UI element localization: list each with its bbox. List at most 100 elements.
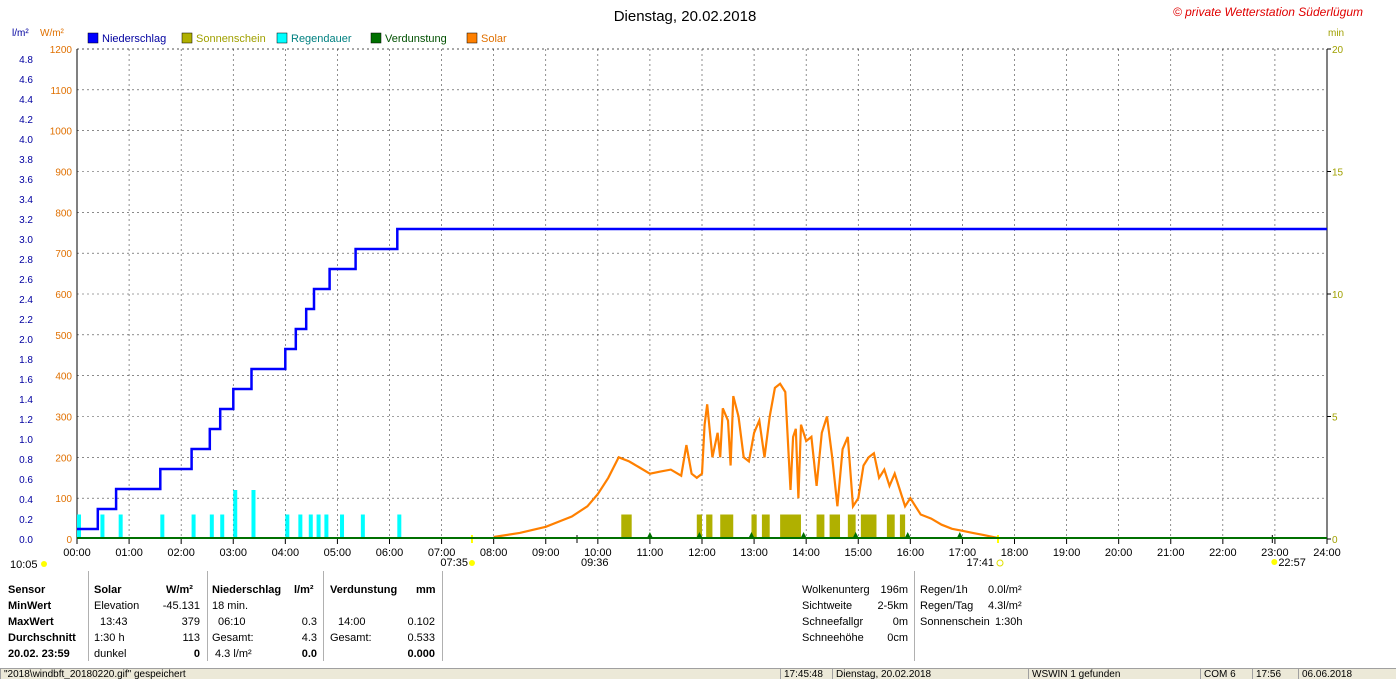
- legend-label-4: Solar: [481, 33, 507, 45]
- y2-tick-12: 1200: [50, 45, 73, 56]
- regendauer-bar-1: [100, 514, 105, 539]
- right-unit: min: [1328, 28, 1344, 39]
- y1-tick-1: 0.2: [19, 515, 33, 526]
- x-tick-22: 22:00: [1209, 547, 1237, 559]
- niederschlag-row-0-a: 18 min.: [212, 600, 249, 612]
- regendauer-bar-14: [340, 514, 345, 539]
- grid: [77, 48, 1327, 539]
- regendauer-bar-15: [360, 514, 365, 539]
- regendauer-bar-2: [118, 514, 123, 539]
- weather-0-label: Wolkenunterg: [802, 584, 870, 596]
- y1-tick-12: 2.4: [19, 295, 33, 306]
- marker-sunrise-sun: [468, 560, 475, 566]
- status-time2: 17:56: [1252, 669, 1296, 679]
- y1-tick-15: 3.0: [19, 235, 33, 246]
- sonnenschein-block-1: [696, 514, 702, 539]
- legend-swatch-3: [370, 32, 382, 44]
- chart-marks: [77, 227, 1327, 540]
- solar-row-0-b: -45.131: [162, 600, 200, 612]
- y1-tick-0: 0.0: [19, 535, 33, 546]
- marker-sunrise-label: 07:35: [440, 557, 468, 569]
- y2-tick-10: 1000: [50, 127, 73, 138]
- rain-2-value: 1:30h: [995, 616, 1023, 628]
- legend-swatch-4: [466, 32, 478, 44]
- weather-3-label: Schneehöhe: [802, 632, 864, 644]
- sensor-row-1: MaxWert: [8, 616, 54, 628]
- x-tick-14: 14:00: [792, 547, 820, 559]
- y2-tick-9: 900: [55, 168, 72, 179]
- verdunstung-marker-6: [956, 532, 963, 538]
- x-tick-12: 12:00: [688, 547, 716, 559]
- y2-tick-11: 1100: [50, 86, 72, 97]
- rain-0-value: 0.0l/m²: [988, 584, 1022, 596]
- y1-tick-3: 0.6: [19, 475, 33, 486]
- verdunstung-marker-1: [696, 532, 703, 538]
- y1-tick-6: 1.2: [19, 415, 33, 426]
- sonnenschein-block-8: [829, 514, 841, 539]
- x-tick-1: 01:00: [115, 547, 143, 559]
- y2-tick-4: 400: [55, 372, 72, 383]
- x-tick-9: 09:00: [532, 547, 560, 559]
- solar-header: Solar: [94, 584, 122, 596]
- weather-0-value: 196m: [880, 584, 908, 596]
- verdunstung-row-1-b: 0.102: [407, 616, 435, 628]
- rain-0-label: Regen/1h: [920, 584, 968, 596]
- verdunstung-marker-5: [904, 532, 911, 538]
- y2-tick-1: 100: [55, 494, 72, 505]
- x-tick-17: 17:00: [949, 547, 977, 559]
- y1-tick-9: 1.8: [19, 355, 33, 366]
- regendauer-bar-3: [160, 514, 165, 539]
- weather-1-label: Sichtweite: [802, 600, 853, 612]
- sensor-header: Sensor: [8, 584, 46, 596]
- x-tick-16: 16:00: [897, 547, 925, 559]
- x-tick-20: 20:00: [1105, 547, 1133, 559]
- regendauer-bar-10: [298, 514, 303, 539]
- y1-tick-19: 3.8: [19, 155, 33, 166]
- x-tick-8: 08:00: [480, 547, 508, 559]
- y1-tick-21: 4.2: [19, 115, 33, 126]
- marker-sunset-sun: [996, 559, 1004, 567]
- solar-line: [493, 382, 1000, 540]
- sonnenschein-block-10: [860, 514, 877, 539]
- sonnenschein-block-0: [621, 514, 632, 539]
- rain-2-label: Sonnenschein: [920, 616, 990, 628]
- copyright-label: © private Wetterstation Süderlügum: [1173, 5, 1363, 19]
- sensor-row-3: 20.02. 23:59: [8, 648, 70, 660]
- x-tick-18: 18:00: [1001, 547, 1029, 559]
- solar-unit: W/m²: [166, 584, 193, 596]
- weather-3-value: 0cm: [887, 632, 908, 644]
- y3-tick-3: 15: [1332, 168, 1344, 179]
- status-date: Dienstag, 20.02.2018: [832, 669, 1026, 679]
- sensor-row-2: Durchschnitt: [8, 632, 76, 644]
- y1-tick-13: 2.6: [19, 275, 33, 286]
- marker-moon-icon: [1271, 559, 1278, 565]
- status-date2: 06.06.2018: [1298, 669, 1392, 679]
- status-com: COM 6: [1200, 669, 1244, 679]
- sonnenschein-block-6: [780, 514, 801, 539]
- sonnenschein-block-3: [720, 514, 734, 539]
- niederschlag-row-1-a: 06:10: [218, 616, 246, 628]
- x-tick-19: 19:00: [1053, 547, 1081, 559]
- y1-tick-14: 2.8: [19, 255, 33, 266]
- y1-tick-10: 2.0: [19, 335, 33, 346]
- niederschlag-row-3-a: 4.3 l/m²: [215, 648, 252, 660]
- marker-moon-label: 22:57: [1278, 557, 1306, 569]
- regendauer-bar-11: [308, 514, 313, 539]
- niederschlag-row-1-b: 0.3: [301, 616, 317, 628]
- regendauer-bar-0: [77, 514, 81, 539]
- y2-tick-7: 700: [55, 249, 72, 260]
- x-tick-23: 23:00: [1261, 547, 1289, 559]
- y3-tick-4: 20: [1332, 45, 1344, 56]
- x-tick-4: 04:00: [272, 547, 300, 559]
- sonnenschein-block-2: [706, 514, 713, 539]
- marker-sunset-label: 17:41: [966, 557, 994, 569]
- y1-tick-17: 3.4: [19, 195, 33, 206]
- y2-tick-3: 300: [55, 413, 72, 424]
- regendauer-bar-12: [316, 514, 321, 539]
- sonnenschein-block-12: [899, 514, 906, 539]
- y1-tick-5: 1.0: [19, 435, 33, 446]
- y1-tick-2: 0.4: [19, 495, 33, 506]
- solar-row-2-a: 1:30 h: [94, 632, 125, 644]
- marker-start-label: 10:05: [10, 559, 38, 571]
- x-tick-6: 06:00: [376, 547, 404, 559]
